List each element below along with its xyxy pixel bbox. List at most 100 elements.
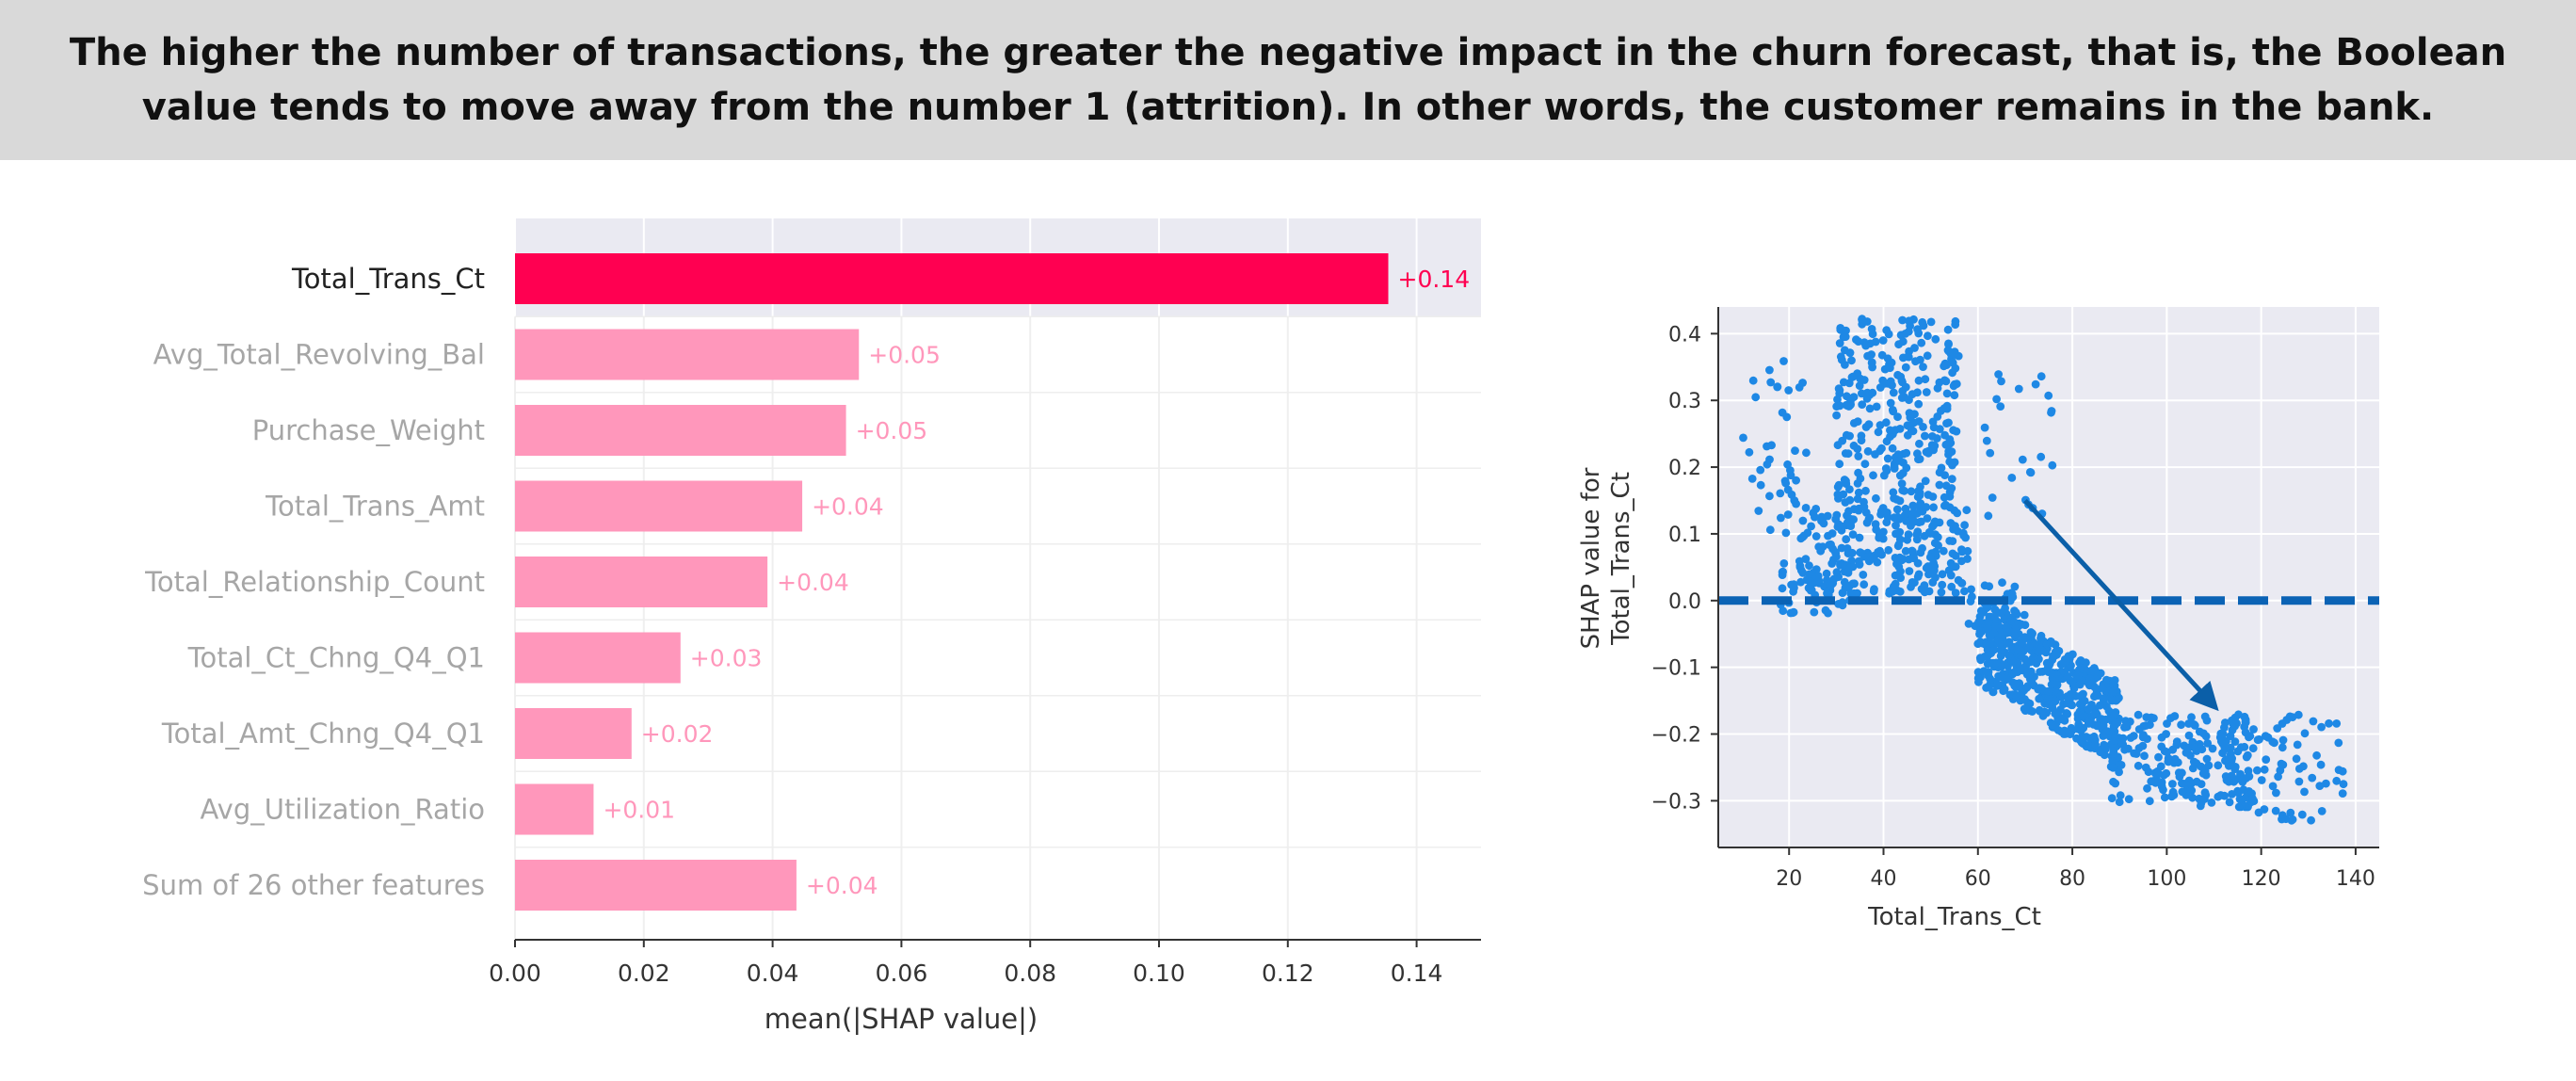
y-axis-title-line-1: SHAP value for — [1577, 467, 1605, 649]
scatter-point — [2111, 733, 2120, 742]
scatter-point — [1798, 379, 1807, 387]
scatter-point — [1951, 320, 1960, 330]
scatter-point — [1898, 486, 1908, 495]
scatter-point — [1984, 651, 1992, 660]
scatter-point — [1944, 447, 1954, 456]
scatter-point — [1908, 546, 1917, 556]
scatter-point — [1913, 527, 1923, 536]
scatter-point — [2245, 787, 2253, 796]
scatter-point — [2048, 669, 2057, 677]
scatter-point — [2230, 737, 2240, 746]
scatter-point — [2300, 729, 2310, 738]
x-tick-label: 40 — [1871, 867, 1897, 891]
scatter-point — [1957, 578, 1966, 588]
scatter-point — [2141, 721, 2150, 730]
scatter-point — [1946, 438, 1956, 447]
scatter-point — [2036, 668, 2045, 676]
scatter-point — [1879, 527, 1888, 537]
category-label: Total_Ct_Chng_Q4_Q1 — [187, 642, 485, 674]
scatter-point — [1933, 533, 1942, 541]
scatter-point — [2017, 652, 2025, 661]
scatter-point — [1893, 412, 1902, 422]
scatter-point — [1962, 506, 1972, 515]
scatter-point — [1854, 468, 1862, 477]
scatter-point — [1878, 336, 1888, 345]
scatter-point — [1783, 460, 1792, 469]
scatter-point — [1888, 406, 1897, 414]
scatter-point — [1988, 687, 1998, 697]
scatter-point — [1838, 436, 1847, 445]
scatter-point — [2268, 737, 2278, 747]
scatter-point — [1872, 402, 1881, 411]
scatter-point — [1986, 680, 1994, 689]
scatter-point — [1778, 408, 1787, 417]
scatter-point — [1818, 542, 1827, 552]
scatter-point — [1857, 431, 1866, 441]
y-axis-title: SHAP value forTotal_Trans_Ct — [1577, 467, 1635, 649]
scatter-point — [1889, 388, 1898, 397]
scatter-point — [1895, 457, 1904, 465]
scatter-point — [1766, 378, 1776, 387]
scatter-point — [1931, 334, 1940, 344]
scatter-point — [1839, 490, 1848, 499]
scatter-point — [1990, 612, 1999, 621]
scatter-point — [1811, 565, 1821, 573]
scatter-point — [1834, 480, 1843, 490]
scatter-point — [1964, 620, 1973, 628]
scatter-point — [2008, 670, 2018, 679]
scatter-point — [1805, 570, 1813, 579]
scatter-point — [2084, 740, 2093, 750]
scatter-point — [2021, 633, 2030, 641]
scatter-point — [1984, 668, 1993, 676]
scatter-point — [1924, 331, 1932, 341]
scatter-point — [1784, 386, 1794, 395]
scatter-point — [2115, 798, 2124, 807]
scatter-point — [1928, 417, 1938, 427]
scatter-point — [1847, 373, 1857, 381]
scatter-point — [2076, 656, 2085, 665]
scatter-point — [1835, 339, 1844, 347]
category-label: Total_Trans_Ct — [291, 263, 485, 295]
scatter-point — [1892, 521, 1900, 530]
scatter-point — [1849, 505, 1859, 514]
scatter-point — [1891, 426, 1900, 434]
scatter-point — [2017, 638, 2025, 648]
scatter-point — [1992, 395, 2001, 404]
bar — [515, 557, 768, 607]
scatter-point — [2315, 782, 2325, 790]
scatter-point — [2147, 777, 2156, 786]
category-label: Total_Amt_Chng_Q4_Q1 — [161, 718, 485, 750]
x-tick-label: 0.00 — [489, 960, 541, 987]
scatter-point — [1923, 351, 1932, 361]
scatter-point — [1973, 673, 1983, 683]
scatter-point — [2092, 721, 2101, 731]
scatter-point — [2117, 761, 2126, 769]
scatter-point — [1974, 617, 1984, 626]
scatter-point — [1827, 581, 1835, 590]
scatter-point — [1895, 527, 1905, 537]
scatter-point — [1845, 563, 1855, 573]
scatter-point — [1891, 579, 1900, 589]
scatter-point — [1796, 577, 1805, 587]
scatter-point — [2242, 774, 2251, 783]
scatter-point — [1973, 639, 1983, 649]
x-tick-label: 80 — [2059, 867, 2085, 891]
scatter-point — [1860, 460, 1870, 469]
scatter-point — [2023, 698, 2032, 707]
bar — [515, 329, 860, 380]
scatter-point — [2091, 740, 2100, 750]
scatter-point — [2198, 769, 2208, 778]
scatter-point — [2080, 696, 2089, 705]
scatter-point — [1980, 423, 1989, 432]
scatter-point — [1837, 355, 1846, 364]
scatter-point — [2077, 726, 2085, 735]
scatter-point — [1903, 430, 1912, 440]
scatter-point — [1944, 347, 1954, 356]
scatter-point — [1831, 515, 1841, 524]
scatter-point — [2043, 686, 2053, 696]
scatter-point — [1833, 395, 1842, 404]
scatter-point — [1917, 338, 1926, 347]
scatter-point — [1973, 668, 1983, 677]
scatter-point — [1792, 476, 1800, 485]
scatter-point — [2228, 790, 2236, 799]
